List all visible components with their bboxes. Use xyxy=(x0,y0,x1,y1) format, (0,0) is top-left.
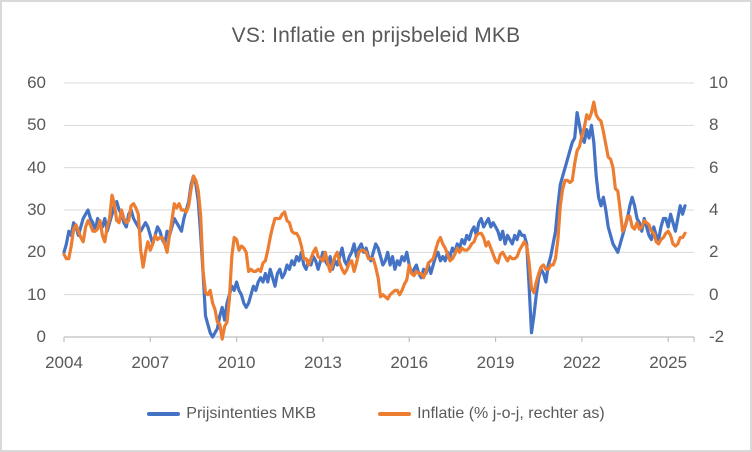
x-axis-tick-label: 2004 xyxy=(45,353,83,372)
y-axis-left-tick-label: 60 xyxy=(27,73,46,92)
legend-item-inflatie: Inflatie (% j-o-j, rechter as) xyxy=(378,405,605,423)
y-axis-left-tick-label: 30 xyxy=(27,200,46,219)
legend: Prijsintenties MKB Inflatie (% j-o-j, re… xyxy=(2,405,750,423)
legend-label-inflatie: Inflatie (% j-o-j, rechter as) xyxy=(417,405,605,422)
series-line-inflatie xyxy=(62,100,687,341)
legend-label-prijsintenties: Prijsintenties MKB xyxy=(186,405,317,422)
x-axis-tick-label: 2019 xyxy=(476,353,515,372)
series-line-prijsintenties xyxy=(62,110,687,339)
x-axis-tick-label: 2025 xyxy=(649,353,688,372)
y-axis-right-tick-label: 6 xyxy=(709,157,719,177)
y-axis-right-tick-label: 10 xyxy=(709,73,728,92)
y-axis-right-tick-label: 8 xyxy=(709,115,719,135)
x-axis-tick-label: 2013 xyxy=(304,353,342,372)
y-axis-left-tick-label: 40 xyxy=(27,157,46,177)
y-axis-left-tick-label: 50 xyxy=(27,115,46,135)
x-axis-tick-label: 2007 xyxy=(131,353,170,372)
y-axis-left-tick-label: 20 xyxy=(27,242,46,262)
chart-title: VS: Inflatie en prijsbeleid MKB xyxy=(231,24,521,47)
y-axis-right-tick-label: 0 xyxy=(709,284,719,304)
legend-line-swatch-orange xyxy=(378,412,412,416)
y-axis-right-tick-label: 2 xyxy=(709,242,719,262)
y-axis-right-tick-label: 4 xyxy=(709,200,719,219)
legend-item-prijsintenties: Prijsintenties MKB xyxy=(147,405,316,423)
x-axis-tick-label: 2022 xyxy=(562,353,601,372)
y-axis-right-tick-label: -2 xyxy=(709,327,725,346)
y-axis-left-tick-label: 10 xyxy=(27,284,46,304)
legend-line-swatch-blue xyxy=(147,412,181,416)
x-axis-tick-label: 2016 xyxy=(390,353,429,372)
x-axis-tick-label: 2010 xyxy=(217,353,256,372)
y-axis-left-tick-label: 0 xyxy=(36,327,46,346)
